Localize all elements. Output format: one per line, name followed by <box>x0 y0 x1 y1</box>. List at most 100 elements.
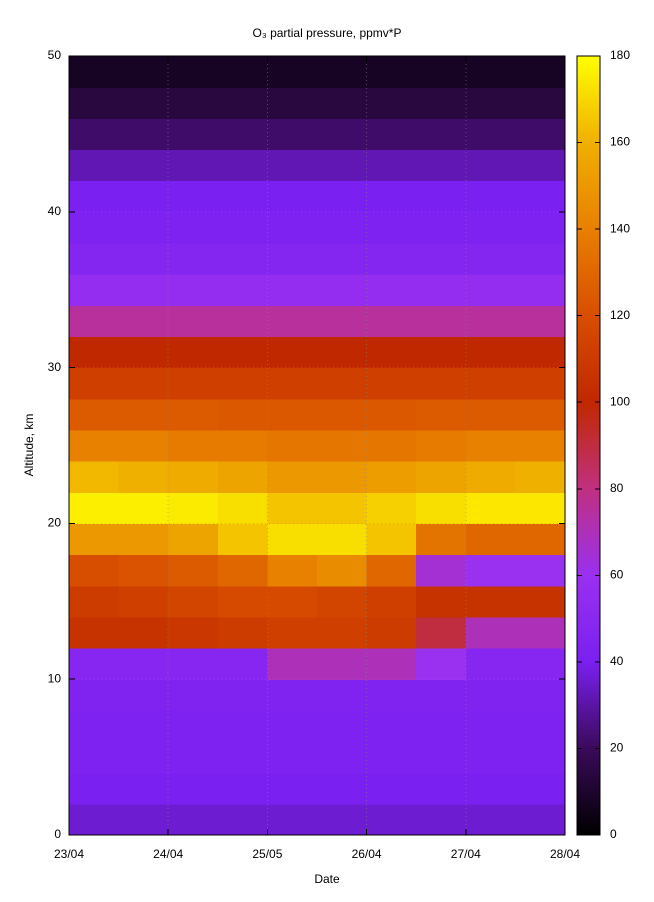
heatmap-cell <box>118 429 169 462</box>
heatmap-cell <box>465 305 516 338</box>
heatmap-cell <box>515 523 566 556</box>
heatmap-cell <box>267 648 318 680</box>
heatmap-cell <box>515 772 566 805</box>
heatmap-cell <box>217 149 268 182</box>
heatmap-cell <box>366 242 417 275</box>
colorbar-tick-label: 0 <box>610 827 617 841</box>
heatmap-cell <box>366 648 417 680</box>
heatmap-cell <box>416 803 467 836</box>
heatmap-cell <box>465 87 516 119</box>
heatmap-cell <box>168 492 219 524</box>
heatmap-cell <box>416 772 467 805</box>
x-tick-label: 23/04 <box>54 847 84 861</box>
heatmap-cell <box>69 741 120 774</box>
heatmap-cell <box>168 429 219 462</box>
heatmap-cell <box>317 648 368 680</box>
heatmap-cell <box>366 87 417 119</box>
colorbar-tick-label: 180 <box>610 48 630 62</box>
heatmap-cell <box>118 149 169 182</box>
heatmap-cell <box>168 274 219 306</box>
heatmap-cell <box>416 429 467 462</box>
y-tick-label: 0 <box>54 827 61 841</box>
heatmap-cell <box>366 679 417 711</box>
heatmap-cell <box>267 87 318 119</box>
heatmap-cell <box>69 523 120 556</box>
heatmap-cell <box>317 679 368 711</box>
heatmap-cell <box>515 710 566 743</box>
heatmap-cell <box>217 772 268 805</box>
heatmap-cell <box>69 710 120 743</box>
heatmap-cell <box>416 274 467 306</box>
colorbar-tick-label: 80 <box>610 481 624 495</box>
heatmap-cell <box>168 616 219 649</box>
heatmap-cell <box>465 274 516 306</box>
heatmap-cell <box>267 118 318 151</box>
heatmap-cell <box>515 803 566 836</box>
heatmap-cell <box>118 648 169 680</box>
heatmap-cell <box>168 242 219 275</box>
heatmap-cell <box>69 211 120 244</box>
heatmap-cell <box>366 772 417 805</box>
heatmap-cell <box>317 242 368 275</box>
heatmap-cell <box>515 616 566 649</box>
heatmap-cell <box>366 398 417 431</box>
heatmap-cell <box>366 585 417 618</box>
heatmap-cell <box>465 211 516 244</box>
heatmap-cell <box>69 305 120 338</box>
heatmap-cell <box>317 585 368 618</box>
heatmap-cell <box>465 554 516 587</box>
heatmap-cell <box>168 180 219 213</box>
heatmap-cell <box>416 242 467 275</box>
x-tick-label: 27/04 <box>451 847 481 861</box>
heatmap-cell <box>69 585 120 618</box>
x-axis-label: Date <box>314 872 340 886</box>
heatmap-cell <box>515 87 566 119</box>
heatmap-cell <box>317 398 368 431</box>
heatmap-cell <box>515 336 566 369</box>
heatmap-cell <box>515 118 566 151</box>
heatmap-cell <box>416 180 467 213</box>
heatmap-cell <box>118 679 169 711</box>
heatmap-cell <box>217 679 268 711</box>
heatmap-cell <box>118 274 169 306</box>
heatmap-cell <box>465 180 516 213</box>
heatmap-cell <box>118 585 169 618</box>
heatmap-cell <box>515 398 566 431</box>
heatmap-cell <box>416 648 467 680</box>
heatmap-cell <box>515 585 566 618</box>
heatmap-cell <box>69 772 120 805</box>
heatmap-cell <box>465 741 516 774</box>
plot-frame <box>68 55 566 836</box>
heatmap-cell <box>217 523 268 556</box>
heatmap-cell <box>69 274 120 306</box>
heatmap-cell <box>515 429 566 462</box>
heatmap-cell <box>416 367 467 400</box>
heatmap-cell <box>515 554 566 587</box>
heatmap-cell <box>515 56 566 88</box>
heatmap-cell <box>317 211 368 244</box>
heatmap-cell <box>465 367 516 400</box>
heatmap-cell <box>465 523 516 556</box>
heatmap-cell <box>118 492 169 524</box>
heatmap-cell <box>69 118 120 151</box>
heatmap-cell <box>366 429 417 462</box>
heatmap-cell <box>118 803 169 836</box>
heatmap-cell <box>317 56 368 88</box>
heatmap-cell <box>168 118 219 151</box>
heatmap-cell <box>515 242 566 275</box>
heatmap-cell <box>217 242 268 275</box>
heatmap-cell <box>317 772 368 805</box>
heatmap-cell <box>416 398 467 431</box>
heatmap-cell <box>267 56 318 88</box>
heatmap-cell <box>366 118 417 151</box>
heatmap-cell <box>217 56 268 88</box>
heatmap-cell <box>317 336 368 369</box>
heatmap-cell <box>366 710 417 743</box>
heatmap-cell <box>168 710 219 743</box>
heatmap-cell <box>515 367 566 400</box>
colorbar-tick-label: 60 <box>610 568 624 582</box>
heatmap-cell <box>118 305 169 338</box>
heatmap-cell <box>465 242 516 275</box>
heatmap-cell <box>217 741 268 774</box>
